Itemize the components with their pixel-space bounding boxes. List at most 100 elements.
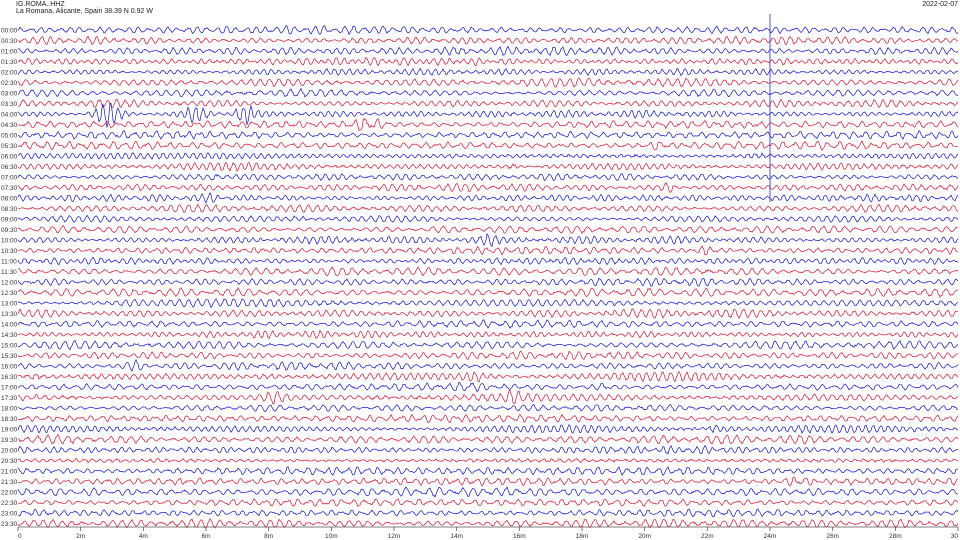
seismic-trace [17,214,959,223]
row-time-label: 08:00 [1,196,18,203]
x-tick-label: 18m [576,533,589,540]
row-time-label: 19:30 [1,437,18,444]
row-time-label: 13:30 [1,311,18,318]
x-tick-label: 24m [764,533,777,540]
row-time-label: 05:30 [1,143,18,150]
seismic-trace [17,424,959,435]
row-time-label: 18:30 [1,416,18,423]
row-time-label: 01:30 [1,59,18,66]
plot-date: 2022-02-07 [922,1,958,8]
seismic-trace [17,24,959,36]
row-time-label: 08:30 [1,206,18,213]
seismic-trace [17,130,959,140]
row-time-label: 22:30 [1,500,18,507]
row-time-label: 03:30 [1,101,18,108]
x-tick-label: 26m [826,533,839,540]
row-time-label: 09:30 [1,227,18,234]
seismic-trace [17,103,959,128]
row-time-label: 20:30 [1,458,18,465]
x-tick-label: 0 [18,533,22,540]
seismic-trace [17,404,959,413]
seismic-trace [17,191,959,204]
seismic-trace [17,389,959,405]
row-time-label: 14:00 [1,322,18,329]
x-tick-label: 6m [201,533,210,540]
row-time-label: 10:30 [1,248,18,255]
seismic-trace [17,287,959,298]
x-tick-label: 2m [76,533,85,540]
seismic-trace [17,161,959,172]
row-time-label: 00:00 [1,28,18,35]
row-time-label: 23:00 [1,511,18,518]
row-time-label: 17:00 [1,385,18,392]
seismic-trace [17,518,959,529]
seismic-trace [17,486,959,498]
seismic-trace [17,98,959,109]
seismic-trace [17,152,959,160]
row-time-label: 12:30 [1,290,18,297]
row-time-label: 21:30 [1,479,18,486]
seismic-trace [17,172,959,182]
row-time-label: 18:00 [1,406,18,413]
station-code: IG.ROMA..HHZ [16,1,65,8]
row-time-label: 09:00 [1,217,18,224]
seismic-trace [17,308,959,320]
seismic-trace [17,35,959,46]
row-time-label: 16:30 [1,374,18,381]
seismic-trace [17,67,959,77]
seismic-trace [17,256,959,266]
seismic-trace [17,224,959,235]
seismic-trace [17,444,959,455]
x-tick-label: 14m [450,533,463,540]
seismic-trace [17,245,959,256]
seismic-trace [17,329,959,340]
x-tick-label: 10m [325,533,338,540]
row-time-label: 02:00 [1,70,18,77]
x-tick-label: 28m [889,533,902,540]
seismic-trace [17,203,959,213]
row-time-label: 12:00 [1,280,18,287]
seismic-trace [17,350,959,361]
seismic-trace [18,340,959,351]
row-time-label: 10:00 [1,238,18,245]
row-time-label: 14:30 [1,332,18,339]
row-time-label: 07:00 [1,175,18,182]
row-time-label: 03:00 [1,91,18,98]
station-location: La Romana, Alicante, Spain 38.39 N 0.92 … [16,8,153,15]
seismic-trace [17,508,959,518]
row-time-label: 15:00 [1,343,18,350]
x-tick-label: 8m [264,533,273,540]
seismic-trace [17,381,959,393]
seismic-trace [17,433,959,445]
seismic-trace [17,45,959,57]
row-time-label: 19:00 [1,427,18,434]
seismic-trace [17,457,959,464]
seismic-trace [17,181,959,193]
seismic-trace [17,87,959,98]
row-time-label: 00:30 [1,38,18,45]
row-time-label: 04:00 [1,112,18,119]
x-tick-label: 4m [139,533,148,540]
row-time-label: 06:30 [1,164,18,171]
seismic-trace [17,140,959,151]
row-time-label: 11:00 [1,259,17,266]
row-time-label: 13:00 [1,301,18,308]
row-time-label: 21:00 [1,469,18,476]
x-tick-label: 16m [513,533,526,540]
seismic-trace [17,498,959,507]
seismic-trace [17,266,959,277]
seismic-trace [17,413,959,424]
row-time-label: 06:00 [1,154,18,161]
x-tick-label: 20m [638,533,651,540]
seismic-trace [17,56,959,67]
row-time-label: 04:30 [1,122,18,129]
seismic-trace [17,298,959,309]
row-time-label: 20:00 [1,448,18,455]
row-time-label: 05:00 [1,133,18,140]
row-time-label: 23:30 [1,521,18,528]
row-time-label: 15:30 [1,353,18,360]
seismic-trace [17,466,959,476]
seismic-trace [17,477,959,487]
x-tick-label: 30 [951,533,959,540]
